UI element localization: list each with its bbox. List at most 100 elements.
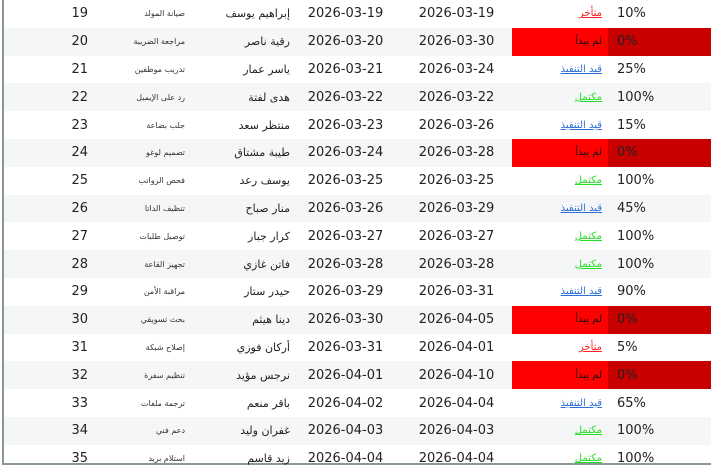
status-link[interactable]: متأخر	[578, 8, 602, 20]
start-date-cell[interactable]: 2026-03-19	[307, 6, 384, 22]
status-cell[interactable]: مكتمل	[512, 83, 608, 112]
progress-cell[interactable]: 0%	[608, 305, 711, 334]
assignee-cell[interactable]: باقر منعم	[246, 396, 290, 410]
start-date-cell[interactable]: 2026-03-23	[307, 117, 384, 133]
row-number[interactable]: 29	[71, 284, 88, 300]
status-link[interactable]: لم يبدأ	[575, 147, 602, 159]
start-date-cell[interactable]: 2026-03-22	[290, 83, 401, 112]
row-number[interactable]: 25	[71, 173, 88, 189]
progress-cell[interactable]: 65%	[617, 395, 646, 411]
progress-cell[interactable]: 0%	[608, 361, 711, 390]
assignee-cell[interactable]: يوسف رعد	[239, 174, 291, 188]
start-date-cell[interactable]: 2026-03-31	[307, 339, 384, 355]
progress-cell[interactable]: 100%	[617, 228, 655, 244]
task-cell[interactable]: تنظيف الداتا	[88, 194, 185, 223]
status-link[interactable]: قيد التنفيذ	[560, 286, 602, 298]
row-number[interactable]: 31	[71, 339, 88, 355]
row-number[interactable]: 22	[4, 83, 88, 112]
status-cell[interactable]: قيد التنفيذ	[512, 111, 608, 139]
assignee-cell[interactable]: إبراهيم يوسف	[225, 7, 290, 21]
assignee-cell[interactable]: فاتن غازي	[185, 250, 290, 278]
end-date-cell[interactable]: 2026-03-24	[418, 61, 495, 77]
assignee-cell[interactable]: غفران وليد	[185, 416, 290, 445]
status-link[interactable]: لم يبدأ	[575, 36, 602, 48]
end-date-cell[interactable]: 2026-03-19	[418, 6, 495, 22]
row-number[interactable]: 34	[4, 416, 88, 445]
status-link[interactable]: قيد التنفيذ	[560, 397, 602, 409]
end-date-cell[interactable]: 2026-03-30	[401, 27, 512, 56]
end-date-cell[interactable]: 2026-03-27	[418, 228, 495, 244]
row-number[interactable]: 19	[71, 6, 88, 22]
task-cell[interactable]: استلام بريد	[148, 454, 185, 464]
status-cell[interactable]: قيد التنفيذ	[512, 194, 608, 223]
task-cell[interactable]: مراجعة الضريبة	[88, 27, 185, 56]
start-date-cell[interactable]: 2026-03-26	[290, 194, 401, 223]
row-number[interactable]: 23	[71, 117, 88, 133]
start-date-cell[interactable]: 2026-03-24	[290, 138, 401, 167]
end-date-cell[interactable]: 2026-03-28	[401, 138, 512, 167]
status-cell[interactable]: متأخر	[512, 0, 608, 28]
row-number[interactable]: 28	[4, 250, 88, 278]
task-cell[interactable]: ترجمة ملفات	[141, 398, 185, 408]
end-date-cell[interactable]: 2026-04-10	[401, 361, 512, 390]
status-cell[interactable]: لم يبدأ	[512, 305, 608, 334]
status-cell[interactable]: مكتمل	[512, 445, 608, 473]
status-cell[interactable]: مكتمل	[512, 250, 608, 278]
status-link[interactable]: متأخر	[578, 341, 602, 353]
progress-cell[interactable]: 10%	[617, 6, 646, 22]
start-date-cell[interactable]: 2026-03-29	[307, 284, 384, 300]
status-link[interactable]: مكتمل	[574, 258, 602, 270]
status-link[interactable]: قيد التنفيذ	[560, 202, 602, 214]
status-cell[interactable]: مكتمل	[512, 222, 608, 250]
status-link[interactable]: لم يبدأ	[575, 369, 602, 381]
start-date-cell[interactable]: 2026-03-21	[307, 61, 384, 77]
status-link[interactable]: قيد التنفيذ	[560, 119, 602, 131]
progress-cell[interactable]: 15%	[617, 117, 646, 133]
start-date-cell[interactable]: 2026-03-25	[307, 173, 384, 189]
status-link[interactable]: مكتمل	[574, 230, 602, 242]
progress-cell[interactable]: 100%	[608, 416, 711, 445]
start-date-cell[interactable]: 2026-04-03	[290, 416, 401, 445]
progress-cell[interactable]: 5%	[617, 339, 638, 355]
task-cell[interactable]: جلب بضاعة	[146, 120, 185, 130]
task-cell[interactable]: إصلاح شبكة	[145, 342, 185, 352]
assignee-cell[interactable]: رقية ناصر	[185, 27, 290, 56]
row-number[interactable]: 27	[71, 228, 88, 244]
row-number[interactable]: 35	[71, 451, 88, 467]
task-cell[interactable]: رد على الإيميل	[88, 83, 185, 112]
status-link[interactable]: مكتمل	[574, 425, 602, 437]
assignee-cell[interactable]: كرار جبار	[248, 229, 290, 243]
assignee-cell[interactable]: طيبة مشتاق	[185, 138, 290, 167]
status-link[interactable]: مكتمل	[574, 453, 602, 465]
progress-cell[interactable]: 90%	[617, 284, 646, 300]
task-cell[interactable]: مراقبة الأمن	[143, 287, 185, 297]
end-date-cell[interactable]: 2026-04-04	[418, 451, 495, 467]
end-date-cell[interactable]: 2026-03-25	[418, 173, 495, 189]
assignee-cell[interactable]: ياسر عمار	[243, 62, 290, 76]
start-date-cell[interactable]: 2026-04-02	[307, 395, 384, 411]
status-cell[interactable]: متأخر	[512, 334, 608, 362]
assignee-cell[interactable]: حيدر ستار	[244, 285, 290, 299]
row-number[interactable]: 32	[4, 361, 88, 390]
end-date-cell[interactable]: 2026-03-29	[401, 194, 512, 223]
status-cell[interactable]: قيد التنفيذ	[512, 389, 608, 417]
assignee-cell[interactable]: هدى لفتة	[185, 83, 290, 112]
progress-cell[interactable]: 0%	[608, 138, 711, 167]
task-cell[interactable]: بحث تسويقي	[88, 305, 185, 334]
start-date-cell[interactable]: 2026-03-20	[290, 27, 401, 56]
end-date-cell[interactable]: 2026-04-03	[401, 416, 512, 445]
row-number[interactable]: 30	[4, 305, 88, 334]
status-cell[interactable]: لم يبدأ	[512, 138, 608, 167]
row-number[interactable]: 20	[4, 27, 88, 56]
start-date-cell[interactable]: 2026-04-01	[290, 361, 401, 390]
progress-cell[interactable]: 0%	[608, 27, 711, 56]
row-number[interactable]: 21	[71, 61, 88, 77]
assignee-cell[interactable]: دينا هيثم	[185, 305, 290, 334]
progress-cell[interactable]: 100%	[617, 173, 655, 189]
progress-cell[interactable]: 25%	[617, 61, 646, 77]
assignee-cell[interactable]: زيد قاسم	[247, 452, 290, 466]
task-cell[interactable]: صيانة المولد	[144, 9, 185, 19]
assignee-cell[interactable]: منار صباح	[185, 194, 290, 223]
task-cell[interactable]: توصيل طلبات	[139, 231, 185, 241]
progress-cell[interactable]: 45%	[608, 194, 711, 223]
